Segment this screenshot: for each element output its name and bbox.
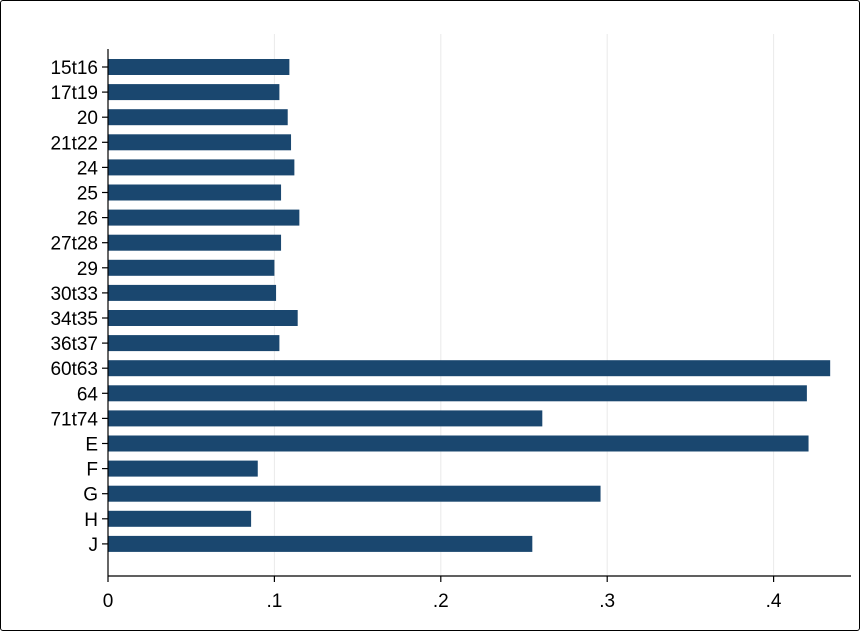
- y-category-label: H: [84, 510, 98, 531]
- y-category-label: 34t35: [50, 309, 98, 330]
- bar: [108, 360, 831, 377]
- y-category-label: 21t22: [50, 133, 98, 154]
- bar: [108, 284, 277, 301]
- x-tick-label: .4: [766, 591, 782, 612]
- bar: [108, 410, 543, 427]
- y-category-label: 27t28: [50, 234, 98, 255]
- x-tick-label: .1: [266, 591, 282, 612]
- bar: [108, 535, 533, 552]
- y-category-label: F: [86, 460, 98, 481]
- bar: [108, 109, 288, 126]
- bar: [108, 209, 300, 226]
- bar: [108, 335, 280, 352]
- bar: [108, 59, 290, 75]
- bar: [108, 134, 292, 151]
- bar: [108, 435, 809, 452]
- bar: [108, 310, 298, 326]
- y-category-label: 29: [77, 259, 98, 280]
- y-category-label: 36t37: [50, 334, 98, 355]
- bar: [108, 234, 282, 251]
- tick-labels: 0 .1 .2 .3 .4 15t16 17t19 20 21t22 24 25 26 27t28 29 3…: [50, 58, 781, 612]
- y-category-label: E: [85, 435, 98, 456]
- bar: [108, 485, 601, 502]
- y-category-label: 64: [77, 384, 99, 405]
- y-category-label: 24: [77, 158, 99, 179]
- bar: [108, 184, 282, 201]
- y-category-label: 71t74: [50, 409, 98, 430]
- y-category-label: 15t16: [50, 58, 98, 79]
- y-category-label: 60t63: [50, 359, 98, 380]
- y-category-label: 25: [77, 184, 98, 205]
- bar: [108, 259, 275, 276]
- bar: [108, 510, 252, 527]
- bar: [108, 84, 280, 101]
- x-tick-label: 0: [103, 591, 114, 612]
- y-category-label: 20: [77, 108, 98, 129]
- x-tick-label: .3: [599, 591, 615, 612]
- y-category-label: 17t19: [50, 83, 98, 104]
- axes: [102, 49, 851, 582]
- y-category-label: 30t33: [50, 284, 98, 305]
- bar: [108, 385, 807, 402]
- y-category-label: J: [89, 535, 99, 556]
- y-category-label: 26: [77, 209, 98, 230]
- bar: [108, 460, 258, 477]
- bar: [108, 159, 295, 176]
- bars: [108, 59, 831, 552]
- grid-lines: [273, 34, 775, 576]
- y-category-label: G: [83, 485, 98, 506]
- x-tick-label: .2: [433, 591, 449, 612]
